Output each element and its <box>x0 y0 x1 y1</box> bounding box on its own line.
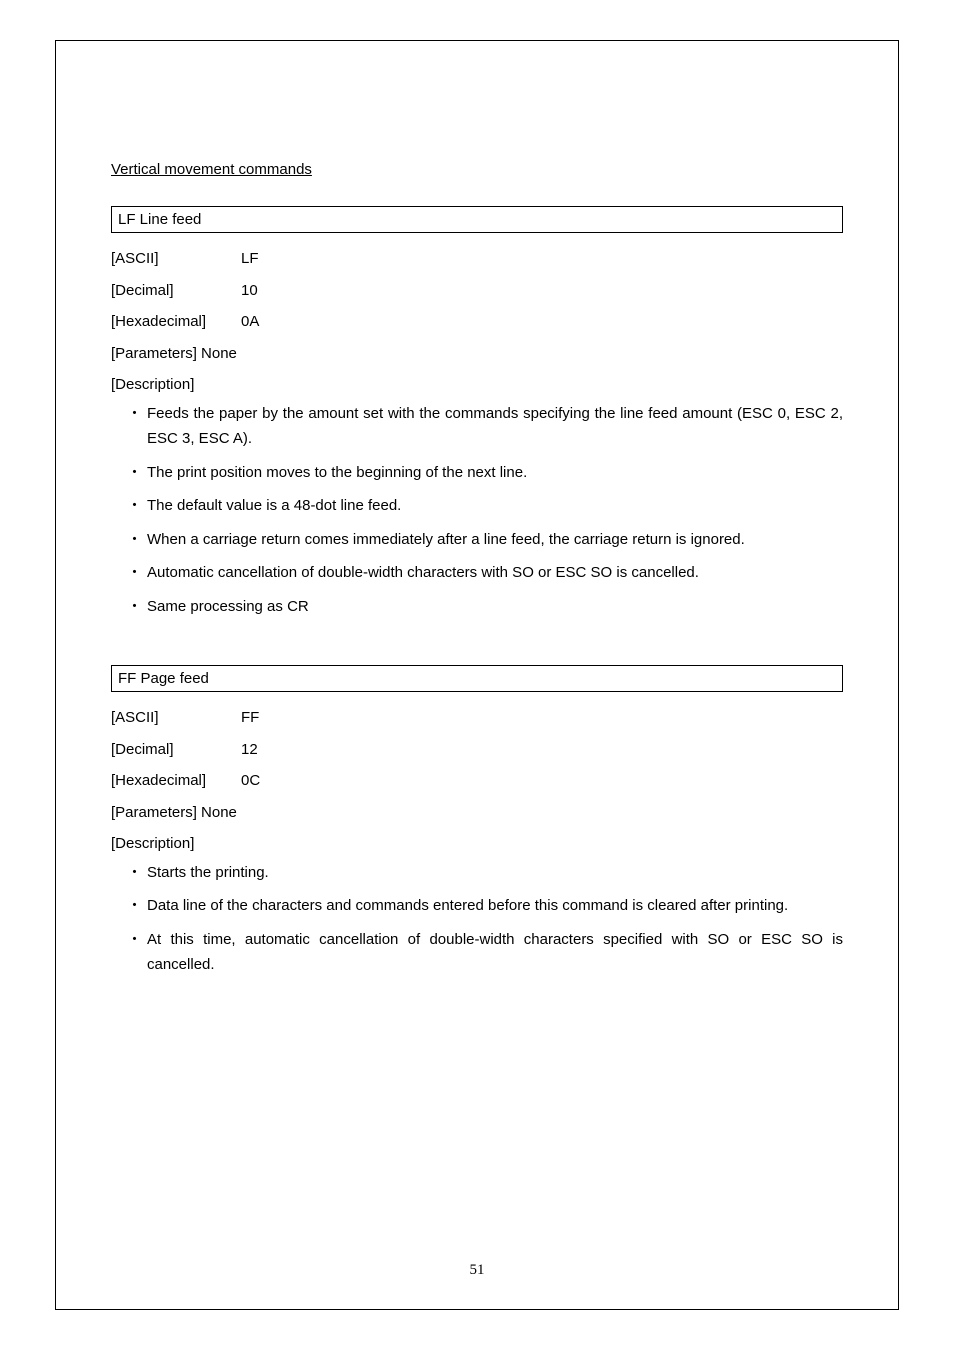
page-number: 51 <box>56 1262 898 1279</box>
hex-label: [Hexadecimal] <box>111 765 241 797</box>
decimal-row: [Decimal] 10 <box>111 275 843 307</box>
decimal-row: [Decimal] 12 <box>111 734 843 766</box>
bullet-item: The print position moves to the beginnin… <box>131 460 843 486</box>
bullet-item: Automatic cancellation of double-width c… <box>131 560 843 586</box>
ascii-label: [ASCII] <box>111 702 241 734</box>
command-title-box-ff: FF Page feed <box>111 665 843 692</box>
decimal-value: 12 <box>241 734 258 766</box>
decimal-label: [Decimal] <box>111 734 241 766</box>
ascii-value: LF <box>241 243 259 275</box>
decimal-value: 10 <box>241 275 258 307</box>
section-title: Vertical movement commands <box>111 161 843 178</box>
ascii-row: [ASCII] LF <box>111 243 843 275</box>
hex-value: 0C <box>241 765 260 797</box>
ascii-value: FF <box>241 702 259 734</box>
description-label: [Description] <box>111 369 843 401</box>
params-label: [Parameters] None <box>111 797 843 829</box>
hex-row: [Hexadecimal] 0C <box>111 765 843 797</box>
ascii-row: [ASCII] FF <box>111 702 843 734</box>
page-frame: Vertical movement commands LF Line feed … <box>55 40 899 1310</box>
hex-value: 0A <box>241 306 259 338</box>
decimal-label: [Decimal] <box>111 275 241 307</box>
bullet-item: Starts the printing. <box>131 860 843 886</box>
command-title-box-lf: LF Line feed <box>111 206 843 233</box>
bullet-item: When a carriage return comes immediately… <box>131 527 843 553</box>
bullet-item: At this time, automatic cancellation of … <box>131 927 843 978</box>
bullet-item: Data line of the characters and commands… <box>131 893 843 919</box>
bullet-item: The default value is a 48-dot line feed. <box>131 493 843 519</box>
bullet-item: Feeds the paper by the amount set with t… <box>131 401 843 452</box>
hex-label: [Hexadecimal] <box>111 306 241 338</box>
description-bullets-lf: Feeds the paper by the amount set with t… <box>111 401 843 620</box>
hex-row: [Hexadecimal] 0A <box>111 306 843 338</box>
ascii-label: [ASCII] <box>111 243 241 275</box>
params-label: [Parameters] None <box>111 338 843 370</box>
bullet-item: Same processing as CR <box>131 594 843 620</box>
description-bullets-ff: Starts the printing. Data line of the ch… <box>111 860 843 978</box>
description-label: [Description] <box>111 828 843 860</box>
